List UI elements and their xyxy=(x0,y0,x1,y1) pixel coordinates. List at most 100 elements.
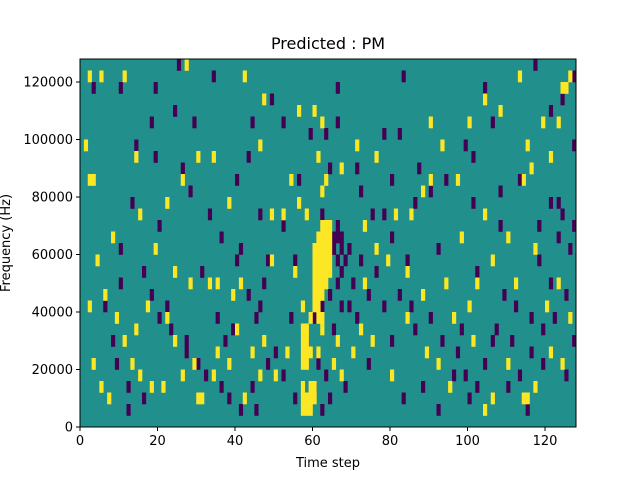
heatmap-cell xyxy=(417,162,422,175)
plot-area xyxy=(79,58,577,428)
heatmap-cell xyxy=(564,82,569,94)
x-tick-label: 40 xyxy=(227,434,244,449)
heatmap-cell xyxy=(153,82,158,94)
heatmap-cell xyxy=(556,116,561,129)
heatmap-cell xyxy=(537,220,542,232)
heatmap-cell xyxy=(157,312,162,324)
heatmap-cell xyxy=(304,208,309,221)
heatmap-cell xyxy=(215,312,220,324)
heatmap-cell xyxy=(339,231,344,244)
heatmap-cell xyxy=(498,220,503,232)
heatmap-cell xyxy=(424,346,430,359)
heatmap-cell xyxy=(227,197,232,209)
heatmap-cell xyxy=(572,220,577,232)
heatmap-cell xyxy=(463,139,468,152)
heatmap-cell xyxy=(568,243,573,255)
heatmap-cell xyxy=(521,174,526,186)
heatmap-cell xyxy=(444,277,449,290)
heatmap-cell xyxy=(269,93,275,106)
x-tick-label: 120 xyxy=(533,434,558,449)
heatmap-cell xyxy=(196,358,201,370)
x-tick-label: 20 xyxy=(149,434,166,449)
heatmap-cell xyxy=(180,174,185,186)
heatmap-cell xyxy=(320,312,325,336)
heatmap-cell xyxy=(374,243,379,255)
heatmap-cell xyxy=(285,346,290,359)
heatmap-cell xyxy=(498,105,503,117)
heatmap-cell xyxy=(483,358,488,370)
heatmap-cell xyxy=(390,335,395,347)
heatmap-cell xyxy=(207,277,213,290)
heatmap-cell xyxy=(405,254,410,267)
heatmap-cell xyxy=(250,346,255,359)
heatmap-cell xyxy=(421,381,426,393)
heatmap-cell xyxy=(405,312,410,324)
y-tick-label: 20000 xyxy=(32,363,73,378)
heatmap-cell xyxy=(444,174,449,186)
heatmap-cell xyxy=(386,254,391,267)
heatmap-cell xyxy=(455,174,461,186)
heatmap-cell xyxy=(483,404,488,416)
heatmap-cell xyxy=(452,369,457,382)
heatmap-cell xyxy=(564,289,569,301)
heatmap-cell xyxy=(409,208,414,221)
heatmap-cell xyxy=(366,289,371,301)
heatmap-cell xyxy=(300,381,306,416)
heatmap-cell xyxy=(324,369,329,382)
heatmap-cell xyxy=(370,208,375,221)
heatmap-cell xyxy=(207,208,213,221)
heatmap-cell xyxy=(548,197,554,209)
heatmap-cell xyxy=(483,208,488,221)
heatmap-cell xyxy=(436,404,441,416)
heatmap-cell xyxy=(266,358,271,370)
heatmap-cell xyxy=(258,208,263,221)
heatmap-cell xyxy=(382,128,387,140)
heatmap-cell xyxy=(552,312,557,324)
heatmap-cell xyxy=(91,82,96,94)
heatmap-cell xyxy=(196,392,201,405)
heatmap-cell xyxy=(192,358,197,370)
heatmap-cell xyxy=(281,220,286,232)
heatmap-cell xyxy=(359,254,364,267)
heatmap-cell xyxy=(320,404,325,416)
heatmap-cell xyxy=(548,277,554,290)
y-tick-label: 0 xyxy=(65,421,73,436)
heatmap-cell xyxy=(99,381,104,393)
heatmap-cell xyxy=(173,266,178,278)
heatmap-cell xyxy=(200,266,205,278)
heatmap-cell xyxy=(142,392,147,405)
heatmap-cell xyxy=(262,277,267,290)
heatmap-cell xyxy=(405,266,410,278)
x-tick-label: 100 xyxy=(455,434,480,449)
heatmap-cell xyxy=(130,358,135,370)
heatmap-cell xyxy=(556,277,561,290)
heatmap-cell xyxy=(211,151,216,163)
heatmap-cell xyxy=(355,312,360,324)
heatmap-cell xyxy=(521,392,526,405)
heatmap-cell xyxy=(316,346,321,359)
heatmap-cell xyxy=(184,59,189,71)
heatmap-cell xyxy=(390,231,395,244)
heatmap-cell xyxy=(308,346,313,359)
heatmap-cell xyxy=(289,174,294,186)
heatmap-cell xyxy=(200,392,205,405)
y-axis-label: Frequency (Hz) xyxy=(0,194,14,292)
heatmap-cell xyxy=(192,116,197,129)
heatmap-cell xyxy=(452,312,457,324)
x-tick-label: 60 xyxy=(304,434,321,449)
heatmap-cell xyxy=(273,346,278,359)
heatmap-cell xyxy=(312,312,317,324)
heatmap-cell xyxy=(149,116,154,129)
x-tick-label: 80 xyxy=(382,434,399,449)
heatmap-cell xyxy=(184,335,189,347)
heatmap-cell xyxy=(169,323,174,336)
heatmap-cell xyxy=(231,323,236,336)
heatmap-cell xyxy=(204,369,209,382)
heatmap-cell xyxy=(153,151,158,163)
heatmap-cell xyxy=(289,312,294,324)
heatmap-cell xyxy=(339,369,344,382)
heatmap-cell xyxy=(506,231,511,244)
heatmap-cell xyxy=(238,277,244,290)
plot-frame xyxy=(79,58,577,428)
heatmap-cell xyxy=(145,300,151,313)
